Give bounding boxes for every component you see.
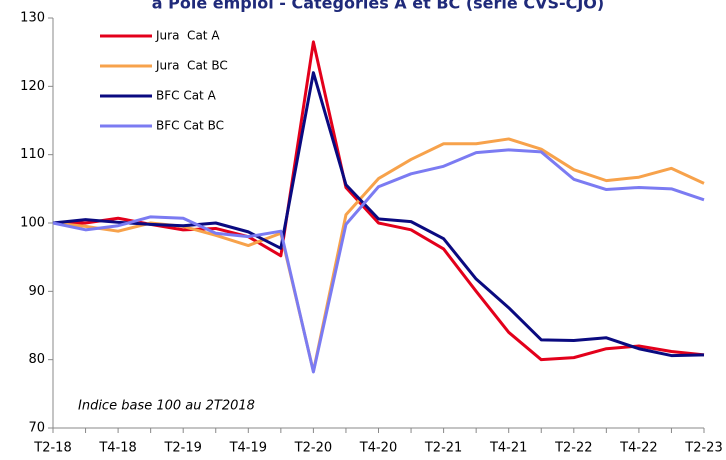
- x-tick-label: T4-22: [619, 441, 657, 456]
- annotation: Indice base 100 au 2T2018: [78, 399, 255, 414]
- legend-label: BFC Cat BC: [156, 119, 224, 133]
- x-tick-label: T2-19: [163, 441, 201, 456]
- legend-label: BFC Cat A: [156, 89, 217, 103]
- x-tick-label: T4-21: [489, 441, 527, 456]
- y-tick-label: 110: [20, 147, 45, 162]
- x-tick-label: T4-18: [98, 441, 136, 456]
- legend-label: Jura Cat A: [155, 29, 220, 43]
- x-tick-label: T2-23: [684, 441, 722, 456]
- chart-title: à Pôle emploi - Catégories A et BC (séri…: [152, 0, 604, 13]
- x-tick-label: T2-18: [33, 441, 71, 456]
- y-tick-label: 120: [20, 79, 45, 94]
- y-tick-label: 90: [28, 284, 45, 299]
- x-tick-label: T2-22: [554, 441, 592, 456]
- x-tick-label: T2-20: [294, 441, 332, 456]
- series-line: [53, 40, 705, 362]
- series-line: [52, 71, 705, 358]
- series-line: [52, 148, 705, 374]
- y-tick-label: 100: [20, 216, 45, 231]
- legend-label: Jura Cat BC: [155, 59, 228, 73]
- x-tick-label: T4-19: [229, 441, 267, 456]
- x-tick-label: T2-21: [424, 441, 462, 456]
- y-tick-label: 80: [28, 352, 45, 367]
- y-tick-label: 70: [28, 421, 45, 436]
- y-tick-label: 130: [20, 11, 45, 26]
- legend: Jura Cat A Jura Cat BC BFC Cat A BFC Cat BC: [100, 29, 228, 133]
- x-tick-label: T4-20: [359, 441, 397, 456]
